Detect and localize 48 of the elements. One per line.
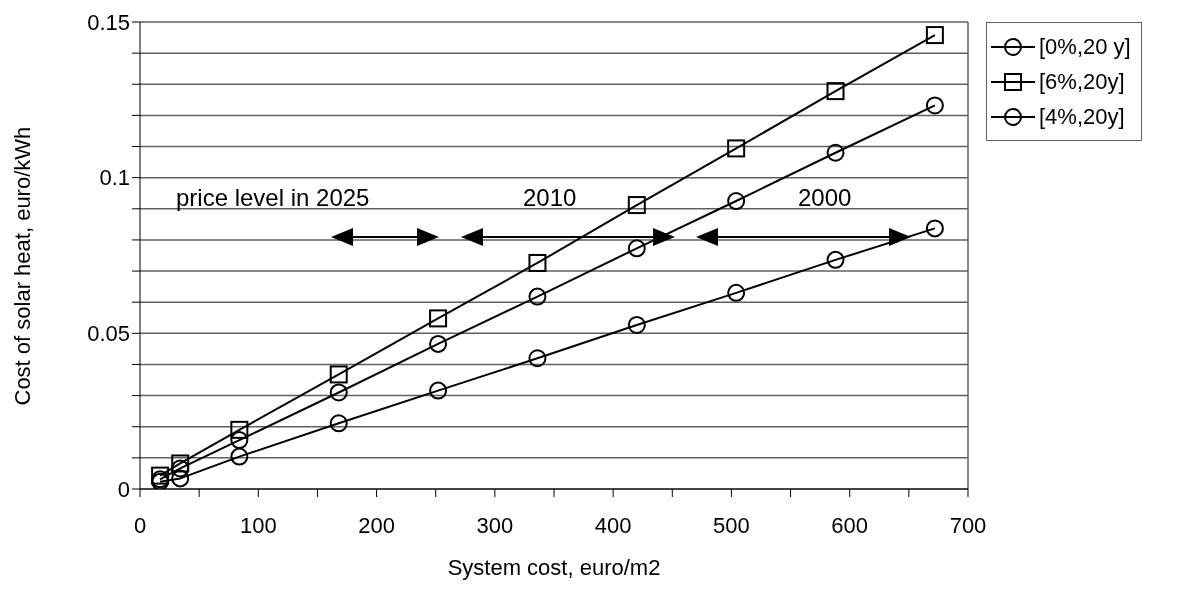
- x-axis-title: System cost, euro/m2: [447, 555, 661, 580]
- point: [627, 315, 646, 334]
- point: [528, 287, 547, 306]
- y-axis-title: Cost of solar heat, euro/kWh: [9, 126, 35, 406]
- legend-label: [0%,20 y]: [1039, 33, 1131, 60]
- x-tick-label: 300: [476, 512, 514, 538]
- point: [727, 139, 746, 158]
- point: [925, 219, 944, 238]
- point: [151, 466, 170, 485]
- point: [727, 192, 746, 211]
- point: [627, 196, 646, 215]
- x-tick-label: 0: [133, 512, 147, 538]
- point: [826, 250, 845, 269]
- x-tick-label: 700: [949, 512, 987, 538]
- x-tick-label: 400: [594, 512, 632, 538]
- x-tick-label: 200: [358, 512, 395, 538]
- x-tick-label: 500: [713, 512, 750, 538]
- y-tick-label: 0.05: [87, 321, 130, 347]
- x-tick-label: 600: [831, 512, 869, 538]
- point: [230, 431, 249, 450]
- point: [627, 239, 646, 258]
- point: [925, 26, 944, 45]
- point: [329, 414, 348, 433]
- point: [171, 454, 190, 473]
- point: [429, 381, 448, 400]
- annotation: 2000: [798, 184, 852, 212]
- legend-label: [6%,20y]: [1039, 68, 1125, 95]
- point: [329, 365, 348, 384]
- point: [925, 96, 944, 115]
- point: [171, 469, 190, 488]
- legend-label: [4%,20y]: [1039, 103, 1125, 130]
- point: [727, 283, 746, 302]
- point: [826, 143, 845, 162]
- x-tick-label: 100: [239, 512, 277, 538]
- annotation: 2010: [523, 184, 577, 212]
- y-tick-label: 0: [117, 476, 130, 502]
- point: [429, 309, 448, 328]
- point: [171, 459, 190, 478]
- point: [528, 253, 547, 272]
- y-tick-label: 0.1: [99, 165, 130, 191]
- point: [528, 349, 547, 368]
- annotation: price level in 2025: [176, 184, 370, 212]
- point: [826, 82, 845, 101]
- point: [230, 447, 249, 466]
- point: [429, 334, 448, 353]
- point: [230, 420, 249, 439]
- point: [329, 383, 348, 402]
- y-tick-label: 0.15: [87, 9, 130, 35]
